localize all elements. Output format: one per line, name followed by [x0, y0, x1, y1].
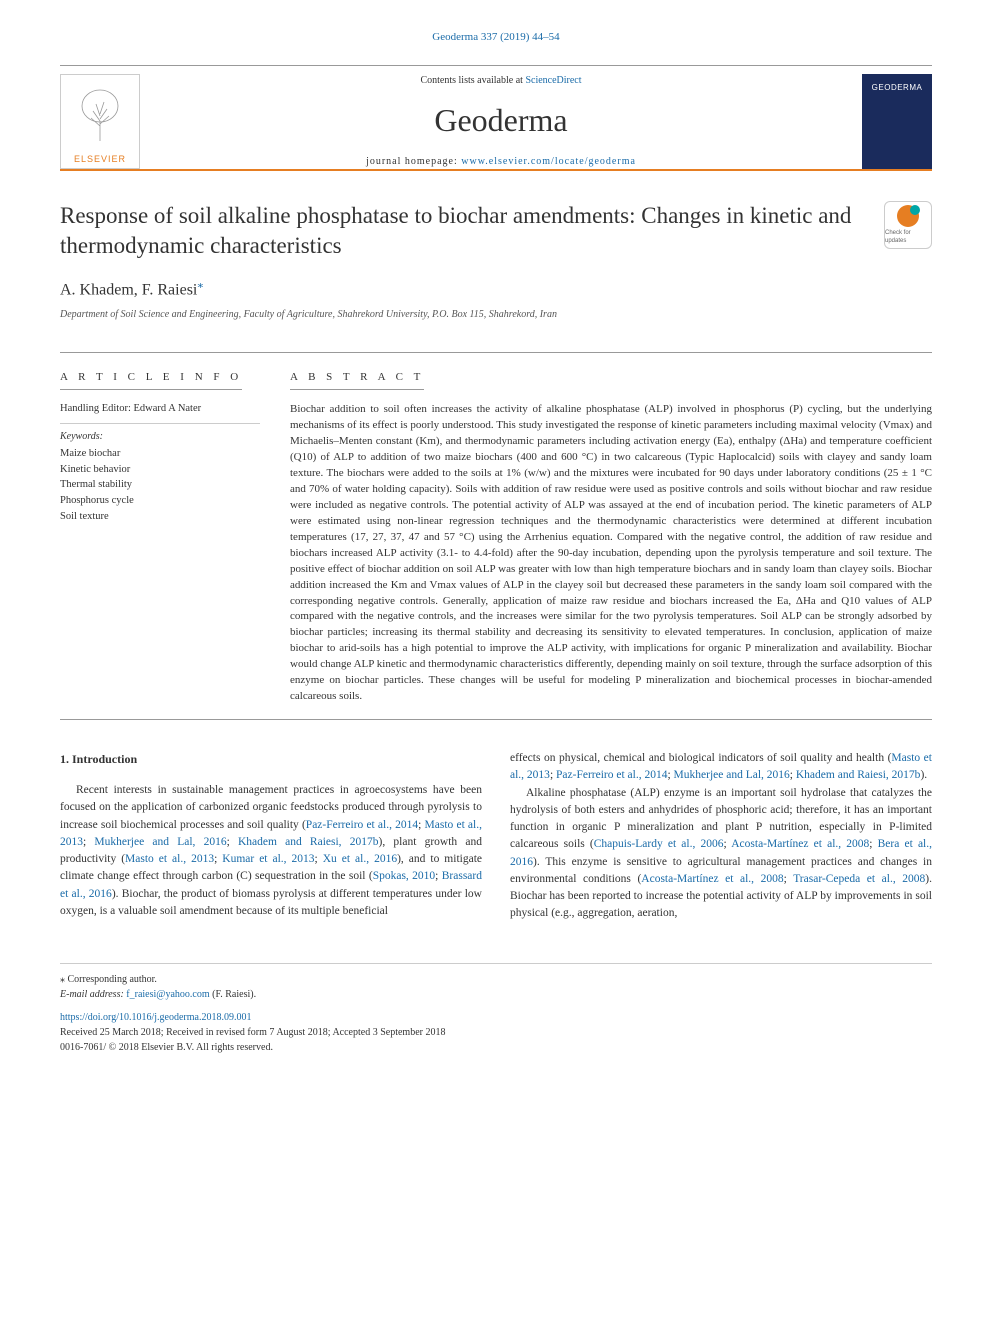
- cover-title: GEODERMA: [872, 82, 923, 93]
- article-title: Response of soil alkaline phosphatase to…: [60, 201, 884, 261]
- received-dates: Received 25 March 2018; Received in revi…: [60, 1025, 932, 1040]
- text-run: Recent interests in sustainable manageme…: [60, 784, 482, 831]
- contents-listing: Contents lists available at ScienceDirec…: [160, 74, 842, 88]
- citation-link[interactable]: Spokas, 2010: [373, 870, 435, 882]
- keyword: Soil texture: [60, 509, 260, 525]
- body-paragraph: effects on physical, chemical and biolog…: [510, 750, 932, 785]
- citation-link[interactable]: Mukherjee and Lal, 2016: [674, 769, 790, 781]
- email-link[interactable]: f_raiesi@yahoo.com: [126, 989, 209, 1000]
- citation-link[interactable]: Trasar-Cepeda et al., 2008: [793, 873, 925, 885]
- corresponding-author-note: ⁎ Corresponding author.: [60, 972, 932, 987]
- keyword: Maize biochar: [60, 446, 260, 462]
- citation-link[interactable]: Khadem and Raiesi, 2017b: [796, 769, 921, 781]
- doi-link[interactable]: https://doi.org/10.1016/j.geoderma.2018.…: [60, 1012, 251, 1023]
- corresponding-mark: ⁎: [197, 277, 203, 291]
- introduction-heading: 1. Introduction: [60, 750, 482, 768]
- author-names: A. Khadem, F. Raiesi: [60, 282, 197, 299]
- text-run: effects on physical, chemical and biolog…: [510, 752, 891, 764]
- elsevier-logo[interactable]: ELSEVIER: [60, 74, 140, 169]
- citation-link[interactable]: Paz-Ferreiro et al., 2014: [306, 819, 418, 831]
- email-name: (F. Raiesi).: [210, 989, 256, 1000]
- citation-link[interactable]: Acosta-Martínez et al., 2008: [731, 838, 869, 850]
- body-paragraph: Alkaline phosphatase (ALP) enzyme is an …: [510, 785, 932, 923]
- journal-name: Geoderma: [160, 98, 842, 143]
- journal-header: ELSEVIER Contents lists available at Sci…: [60, 65, 932, 171]
- title-row: Response of soil alkaline phosphatase to…: [60, 201, 932, 261]
- keyword: Thermal stability: [60, 477, 260, 493]
- handling-editor: Handling Editor: Edward A Nater: [60, 402, 260, 424]
- affiliation: Department of Soil Science and Engineeri…: [60, 308, 932, 332]
- text-run: ).: [920, 769, 927, 781]
- body-column-left: 1. Introduction Recent interests in sust…: [60, 750, 482, 923]
- abstract-column: A B S T R A C T Biochar addition to soil…: [290, 367, 932, 705]
- body-column-right: effects on physical, chemical and biolog…: [510, 750, 932, 923]
- citation-link[interactable]: Chapuis-Lardy et al., 2006: [594, 838, 724, 850]
- info-abstract-block: A R T I C L E I N F O Handling Editor: E…: [60, 352, 932, 720]
- citation-link[interactable]: Masto et al., 2013: [125, 853, 214, 865]
- email-label: E-mail address:: [60, 989, 126, 1000]
- citation-link[interactable]: Khadem and Raiesi, 2017b: [238, 836, 379, 848]
- abstract-label: A B S T R A C T: [290, 370, 424, 390]
- abstract-text: Biochar addition to soil often increases…: [290, 402, 932, 705]
- page-footer: ⁎ Corresponding author. E-mail address: …: [60, 963, 932, 1055]
- citation-link[interactable]: Mukherjee and Lal, 2016: [94, 836, 226, 848]
- citation-link[interactable]: Paz-Ferreiro et al., 2014: [556, 769, 667, 781]
- homepage-link[interactable]: www.elsevier.com/locate/geoderma: [461, 156, 636, 167]
- authors: A. Khadem, F. Raiesi⁎: [60, 276, 932, 302]
- copyright-line: 0016-7061/ © 2018 Elsevier B.V. All righ…: [60, 1040, 932, 1055]
- contents-text: Contents lists available at: [420, 75, 525, 86]
- journal-reference: Geoderma 337 (2019) 44–54: [60, 30, 932, 45]
- journal-cover-thumb[interactable]: GEODERMA: [862, 74, 932, 169]
- sciencedirect-link[interactable]: ScienceDirect: [525, 75, 581, 86]
- elsevier-tree-icon: [73, 86, 128, 153]
- citation-link[interactable]: Xu et al., 2016: [323, 853, 397, 865]
- body-columns: 1. Introduction Recent interests in sust…: [60, 750, 932, 923]
- keywords-list: Maize biochar Kinetic behavior Thermal s…: [60, 446, 260, 525]
- citation-link[interactable]: Acosta-Martínez et al., 2008: [641, 873, 783, 885]
- elsevier-label: ELSEVIER: [74, 153, 126, 166]
- check-updates-label: Check for updates: [885, 229, 931, 246]
- keywords-label: Keywords:: [60, 430, 260, 444]
- homepage-line: journal homepage: www.elsevier.com/locat…: [160, 155, 842, 169]
- text-run: ). Biochar, the product of biomass pyrol…: [60, 888, 482, 917]
- article-info-column: A R T I C L E I N F O Handling Editor: E…: [60, 367, 260, 705]
- homepage-label: journal homepage:: [366, 156, 461, 167]
- crossmark-icon: [897, 205, 919, 227]
- email-line: E-mail address: f_raiesi@yahoo.com (F. R…: [60, 987, 932, 1002]
- keyword: Phosphorus cycle: [60, 493, 260, 509]
- intro-paragraph: Recent interests in sustainable manageme…: [60, 782, 482, 920]
- header-center: Contents lists available at ScienceDirec…: [140, 74, 862, 169]
- keyword: Kinetic behavior: [60, 462, 260, 478]
- check-updates-badge[interactable]: Check for updates: [884, 201, 932, 249]
- citation-link[interactable]: Kumar et al., 2013: [222, 853, 314, 865]
- article-info-label: A R T I C L E I N F O: [60, 370, 242, 390]
